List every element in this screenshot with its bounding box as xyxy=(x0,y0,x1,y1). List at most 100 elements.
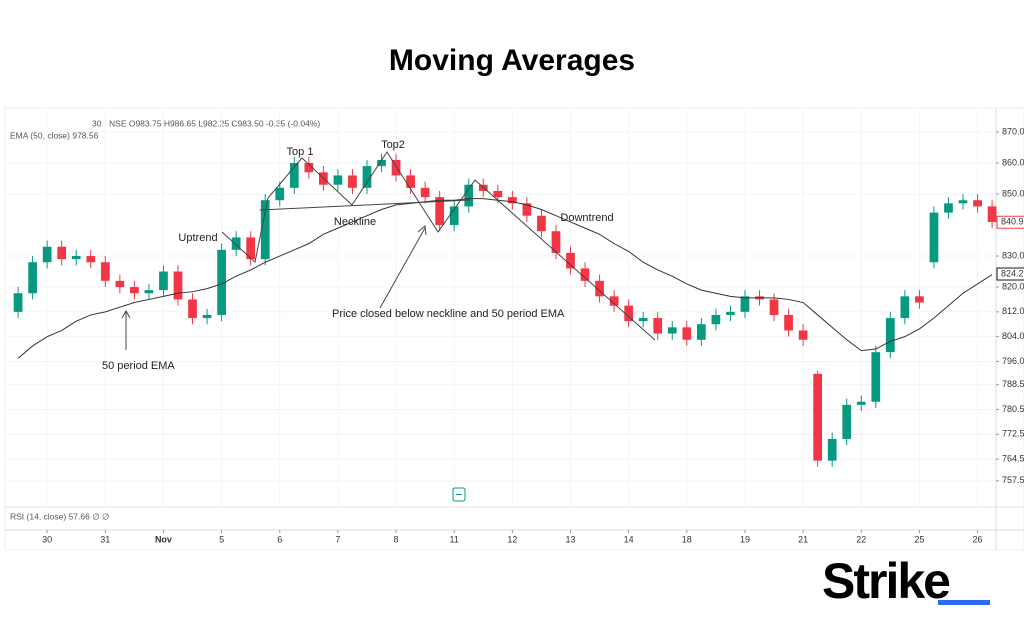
price-badge-label: 824.2 xyxy=(1001,268,1024,278)
annotation: 50 period EMA xyxy=(102,360,175,372)
candle-body xyxy=(915,296,924,303)
candle-body xyxy=(726,311,735,315)
x-tick-label: 11 xyxy=(450,534,459,544)
y-tick-label: 830.0 xyxy=(1002,250,1024,260)
brand-logo: Strike xyxy=(822,553,950,609)
annotation: Top 1 xyxy=(287,146,314,158)
x-tick-label: 5 xyxy=(219,534,224,544)
candle-body xyxy=(202,314,212,319)
candle-body xyxy=(944,203,953,213)
candle-body xyxy=(667,327,677,334)
y-tick-label: 812.0 xyxy=(1002,306,1024,316)
plot-area: 870.0 860.0 850.0 830.0 820.0 812.0 804.0 796.0… xyxy=(5,110,1024,544)
calendar-icon xyxy=(452,487,466,502)
annotation: Uptrend xyxy=(178,232,217,244)
candle-body xyxy=(42,246,52,263)
candle-body xyxy=(696,324,706,340)
candle-body xyxy=(246,237,256,260)
y-tick-label: 757.5 xyxy=(1002,475,1024,485)
candle-body xyxy=(682,327,692,340)
candle-body xyxy=(566,252,575,269)
candle-body xyxy=(188,299,197,319)
candle-body xyxy=(406,175,415,188)
candle-body xyxy=(537,215,546,232)
candle-body xyxy=(275,187,285,201)
annotation: Neckline xyxy=(334,216,376,228)
candle-body xyxy=(71,256,81,260)
neckline xyxy=(259,199,471,211)
candle-body xyxy=(144,290,154,294)
candle-body xyxy=(595,280,604,297)
candle-body xyxy=(958,200,968,204)
x-tick-label: 13 xyxy=(565,534,575,544)
x-tick-label: 18 xyxy=(682,534,692,544)
y-tick-label: 870.0 xyxy=(1002,126,1024,136)
candle-body xyxy=(57,246,67,260)
candle-body xyxy=(391,159,401,176)
arrow-head xyxy=(417,225,427,236)
candle-body xyxy=(493,190,503,198)
arrow-head xyxy=(121,309,131,319)
x-tick-label: 22 xyxy=(856,534,866,544)
candle-body xyxy=(871,352,881,402)
x-tick-label: 31 xyxy=(100,534,110,544)
candle-body xyxy=(856,401,866,405)
annotation: Downtrend xyxy=(560,212,613,224)
candle-body xyxy=(609,296,619,306)
candle-body xyxy=(551,231,561,253)
candle-body xyxy=(769,299,779,315)
price-badge xyxy=(996,215,1024,229)
x-tick-label: 25 xyxy=(914,534,924,544)
arrow xyxy=(379,227,426,309)
candle-body xyxy=(115,280,125,288)
candle-body xyxy=(217,249,226,315)
rsi-legend: RSI (14, close) 57.66 ∅ ∅ xyxy=(10,511,110,521)
x-tick-label: 21 xyxy=(798,534,808,544)
candle-body xyxy=(304,163,314,173)
brand-accent xyxy=(938,600,990,605)
x-tick-label: 30 xyxy=(42,534,52,544)
x-tick-label: 6 xyxy=(277,534,282,544)
candle-body xyxy=(842,404,852,439)
candle-body xyxy=(580,268,590,281)
candle-body xyxy=(507,197,517,204)
y-tick-label: 764.5 xyxy=(1002,453,1024,463)
y-tick-label: 850.0 xyxy=(1002,188,1024,198)
chart-title: Moving Averages xyxy=(389,44,635,77)
candle-body xyxy=(711,314,721,325)
x-tick-label: 8 xyxy=(394,534,399,544)
candle-body xyxy=(420,187,430,198)
candle-body xyxy=(362,166,372,188)
pattern-drawing xyxy=(121,151,656,350)
candle-body xyxy=(377,159,386,167)
y-tick-label: 772.5 xyxy=(1002,429,1024,439)
price-badge xyxy=(996,267,1024,281)
candle-body xyxy=(653,318,663,334)
candle-body xyxy=(885,318,895,353)
candle-body xyxy=(987,206,997,222)
candle-body xyxy=(86,256,96,263)
y-tick-label: 820.0 xyxy=(1002,281,1024,291)
candle-body xyxy=(231,237,241,250)
x-tick-label: 26 xyxy=(973,534,983,544)
candle-body xyxy=(130,287,139,294)
y-tick-label: 780.5 xyxy=(1002,404,1024,414)
price-badge-label: 840.9 xyxy=(1001,217,1024,227)
x-tick-label: 12 xyxy=(507,534,517,544)
candle-body xyxy=(449,206,459,226)
candle-body xyxy=(100,262,110,281)
candle-body xyxy=(173,271,183,300)
candle-body xyxy=(798,330,808,340)
x-tick-label: 7 xyxy=(335,534,340,544)
pattern-line xyxy=(221,151,656,341)
chart-frame xyxy=(4,107,1024,551)
x-tick-label: 19 xyxy=(740,534,750,544)
candle-body xyxy=(813,373,823,461)
candle-body xyxy=(929,212,939,263)
y-tick-label: 804.0 xyxy=(1002,331,1024,341)
icon-frame xyxy=(452,487,466,502)
y-tick-label: 788.5 xyxy=(1002,379,1024,389)
candle-body xyxy=(28,262,37,294)
